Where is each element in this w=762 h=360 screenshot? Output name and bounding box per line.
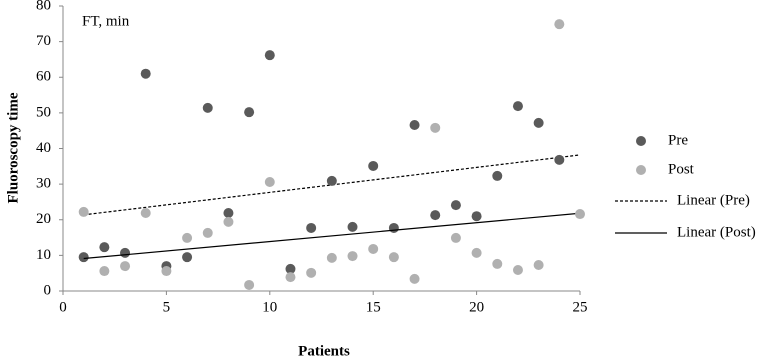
y-tick-label: 40 (36, 140, 51, 156)
point (244, 279, 255, 290)
y-axis-title: Fluoroscopy time (5, 92, 21, 203)
point (202, 102, 213, 113)
point (554, 154, 565, 165)
point (78, 252, 89, 263)
point (409, 273, 420, 284)
x-axis-title: Patients (298, 343, 350, 359)
point (430, 122, 441, 133)
legend-marker (636, 165, 646, 175)
point (285, 272, 296, 283)
y-tick-label: 10 (36, 247, 51, 263)
point (99, 266, 110, 277)
point (533, 117, 544, 128)
trendline (83, 154, 581, 216)
x-tick-label: 0 (59, 299, 67, 315)
y-tick-label: 30 (36, 176, 51, 192)
point (512, 101, 523, 112)
point (512, 264, 523, 275)
legend-label: Post (668, 161, 695, 177)
point (471, 211, 482, 222)
point (347, 251, 358, 262)
point (347, 221, 358, 232)
point (492, 170, 503, 181)
point (140, 68, 151, 79)
point (492, 258, 503, 269)
legend-label: Linear (Pre) (677, 192, 750, 208)
point (99, 242, 110, 253)
point (306, 222, 317, 233)
point (533, 259, 544, 270)
point (450, 232, 461, 243)
x-tick-label: 15 (366, 299, 381, 315)
point (326, 175, 337, 186)
point (368, 243, 379, 254)
legend-marker (636, 136, 646, 146)
y-tick-label: 20 (36, 211, 51, 227)
point (430, 210, 441, 221)
point (161, 266, 172, 277)
point (244, 107, 255, 118)
point (285, 263, 296, 274)
point (388, 222, 399, 233)
point (264, 50, 275, 61)
y-tick-label: 50 (36, 104, 51, 120)
x-tick-label: 5 (163, 299, 171, 315)
y-tick-label: 0 (44, 282, 52, 298)
trendline (83, 212, 581, 260)
point (264, 176, 275, 187)
point (409, 119, 420, 130)
x-tick-label: 25 (573, 299, 588, 315)
x-tick-label: 20 (469, 299, 484, 315)
point (182, 252, 193, 263)
point (575, 209, 585, 220)
y-tick-label: 80 (36, 0, 51, 13)
point (202, 227, 213, 238)
annotation: FT, min (82, 13, 130, 29)
point (78, 206, 89, 217)
point (388, 252, 399, 263)
legend-label: Linear (Post) (677, 224, 756, 240)
point (450, 200, 461, 211)
point (554, 19, 565, 30)
point (223, 216, 234, 227)
legend-label: Pre (668, 132, 688, 148)
point (120, 247, 131, 258)
point (140, 207, 151, 218)
point (471, 247, 482, 258)
point (326, 252, 337, 263)
y-tick-label: 60 (36, 69, 51, 85)
point (368, 160, 379, 171)
point (306, 267, 317, 278)
point (120, 261, 131, 272)
point (223, 207, 234, 218)
y-tick-label: 70 (36, 33, 51, 49)
point (182, 232, 193, 243)
x-tick-label: 10 (262, 299, 277, 315)
